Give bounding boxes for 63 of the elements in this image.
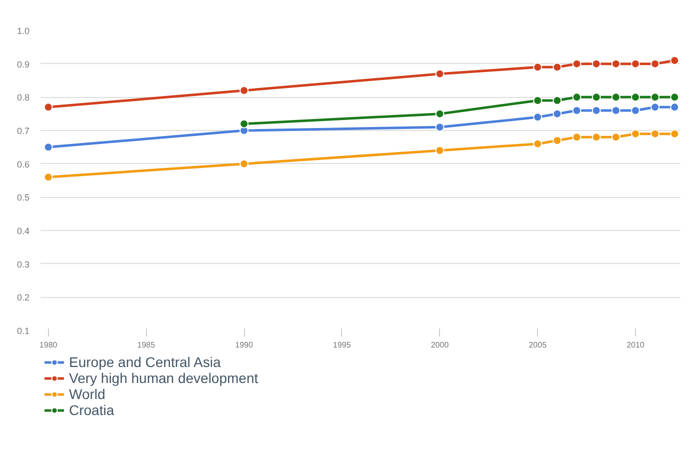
x-tick-label: 2010: [626, 340, 645, 350]
point: [240, 159, 249, 168]
point: [552, 109, 562, 118]
point: [650, 59, 660, 68]
legend-label: Very high human development: [69, 370, 258, 386]
point: [611, 59, 620, 68]
point: [435, 69, 444, 78]
y-tick-label: 0.2: [16, 292, 30, 303]
x-tick-label: 2005: [528, 340, 548, 350]
point: [533, 96, 542, 105]
x-tick-label: 1985: [137, 340, 156, 350]
y-tick-label: 0.3: [16, 259, 30, 270]
point: [592, 59, 601, 68]
x-tick-label: 1990: [235, 340, 254, 350]
point: [670, 56, 680, 65]
point: [533, 112, 542, 122]
point: [44, 142, 53, 152]
point: [630, 92, 640, 102]
point: [630, 106, 640, 115]
point: [240, 86, 249, 95]
point: [611, 106, 620, 115]
y-tick-label: 1.0: [16, 26, 30, 36]
x-tick-label: 2000: [430, 340, 450, 350]
legend-label: World: [69, 386, 106, 402]
y-tick-label: 0.4: [16, 226, 30, 236]
point: [650, 102, 660, 112]
point: [611, 92, 620, 102]
y-tick-label: 0.7: [16, 126, 30, 136]
point: [435, 109, 444, 118]
point: [44, 172, 53, 182]
legend-label: Europe and Central Asia: [69, 354, 221, 370]
point: [650, 129, 660, 138]
point: [592, 92, 601, 102]
point: [592, 106, 601, 115]
x-tick-label: 1995: [333, 340, 352, 350]
point: [572, 59, 582, 68]
point: [670, 129, 680, 138]
x-tick-label: 1980: [39, 340, 58, 350]
point: [240, 119, 249, 128]
point: [533, 62, 542, 72]
point: [552, 62, 562, 72]
y-tick-label: 0.8: [16, 92, 30, 103]
y-tick-label: 0.5: [16, 192, 30, 203]
y-tick-label: 0.1: [16, 326, 30, 336]
point: [435, 122, 444, 132]
point: [670, 102, 680, 112]
point: [572, 106, 582, 115]
point: [572, 92, 582, 102]
point: [630, 129, 640, 138]
point: [552, 96, 562, 105]
point: [650, 92, 660, 102]
point: [592, 132, 601, 142]
point: [44, 102, 53, 112]
point: [670, 92, 680, 102]
point: [630, 59, 640, 68]
point: [552, 136, 562, 145]
point: [435, 146, 444, 155]
legend-label: Croatia: [69, 402, 114, 418]
y-tick-label: 0.6: [16, 159, 30, 170]
point: [533, 139, 542, 148]
y-tick-label: 0.9: [16, 59, 30, 70]
point: [611, 132, 620, 142]
point: [572, 132, 582, 142]
